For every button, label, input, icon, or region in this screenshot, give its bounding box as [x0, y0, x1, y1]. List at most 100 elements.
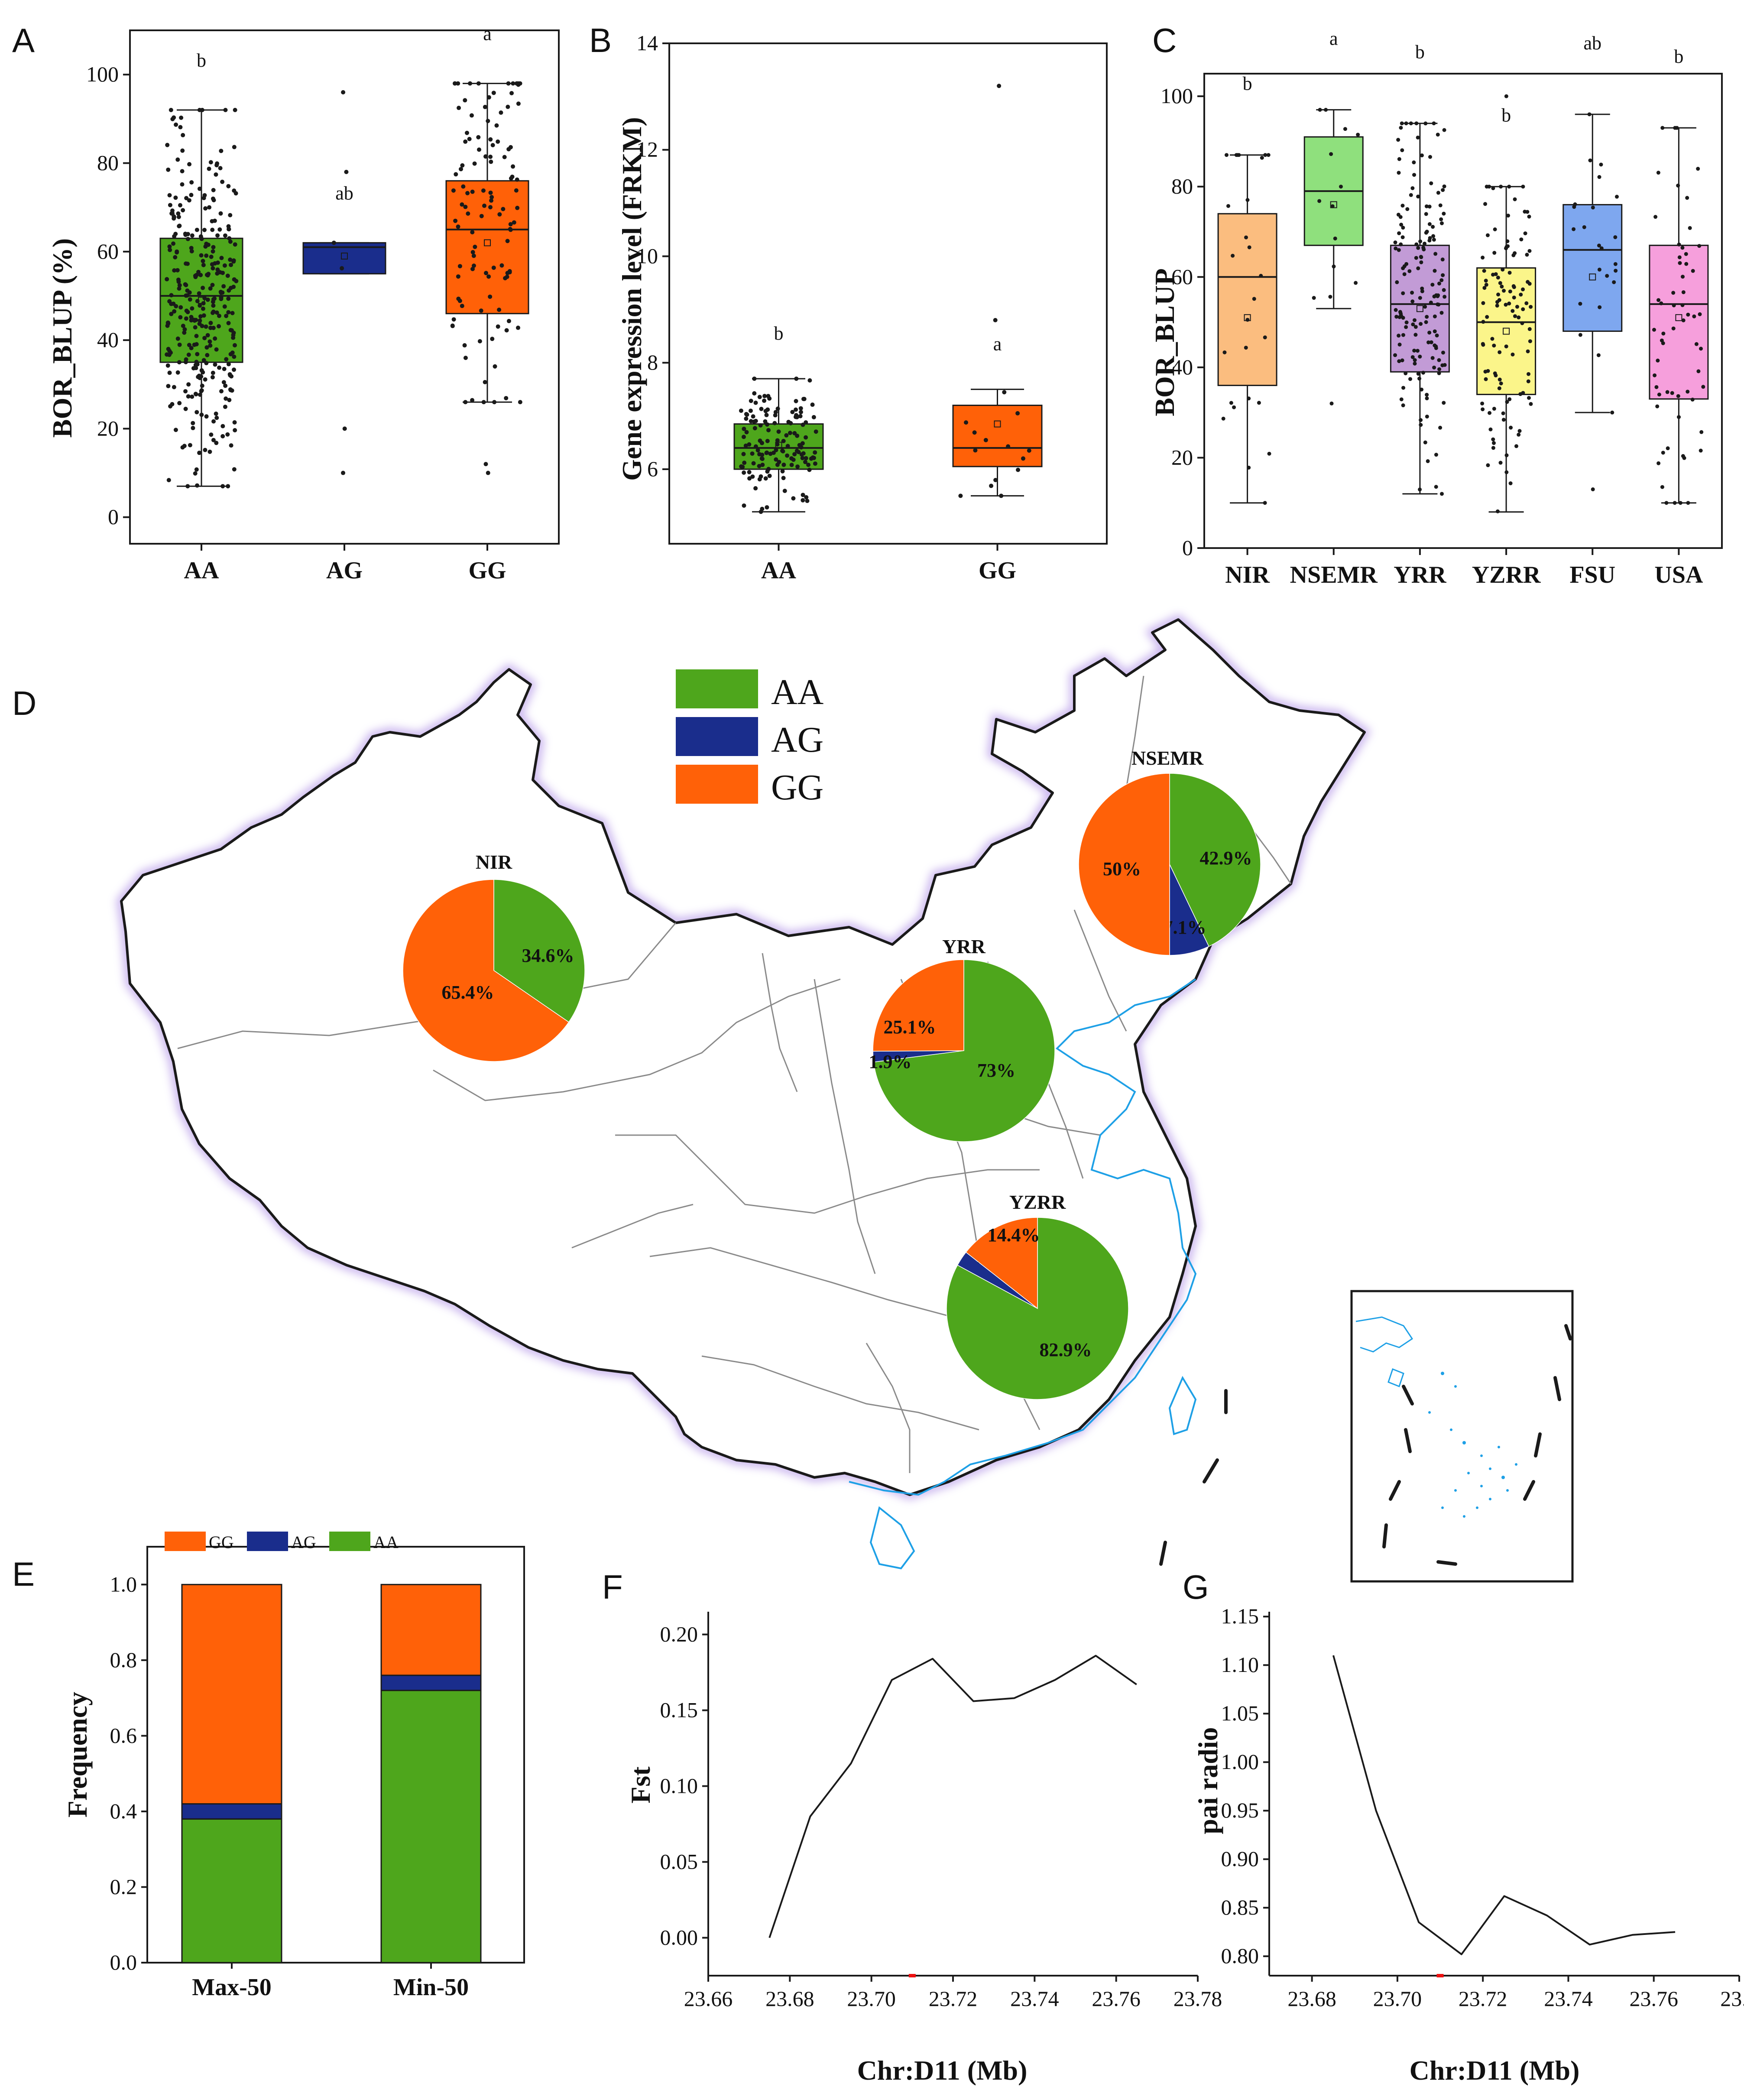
map-legend: AA AG GG [676, 669, 824, 808]
data-point [459, 167, 464, 172]
x-tick-label: 23.72 [1459, 1986, 1507, 2011]
data-point [1527, 327, 1532, 331]
panel-g-line: pai radio Chr:D11 (Mb) 0.80 0.85 0.90 0.95 1… [1193, 1604, 1744, 2086]
bar-segment-Min-50-GG [380, 1584, 482, 1676]
data-point [224, 396, 228, 401]
data-point [1427, 331, 1432, 335]
data-point [1318, 107, 1322, 112]
x-tick-label: GG [468, 557, 506, 584]
data-point [476, 81, 481, 86]
data-point [195, 299, 200, 304]
data-point [1491, 441, 1496, 445]
data-point [165, 277, 169, 282]
pie-label: 1.9% [869, 1051, 912, 1072]
data-point [1507, 270, 1512, 275]
data-point [757, 464, 762, 468]
data-point [1484, 282, 1488, 287]
data-point [1413, 358, 1417, 362]
data-point [1395, 280, 1399, 284]
data-point [222, 263, 227, 268]
data-point [1684, 252, 1688, 256]
data-point [1688, 226, 1692, 230]
data-point [1659, 301, 1663, 305]
data-point [222, 304, 227, 309]
y-tick-label: 0 [108, 505, 119, 529]
data-point [801, 422, 805, 427]
data-point [214, 310, 219, 315]
data-point [505, 239, 510, 243]
data-point [1610, 410, 1614, 415]
data-point [483, 104, 487, 109]
data-point [466, 211, 470, 216]
data-point [465, 191, 470, 195]
data-point [1329, 152, 1333, 156]
data-point [1527, 282, 1532, 286]
data-point [1694, 342, 1699, 346]
data-point [207, 339, 212, 344]
y-tick-label: 1.00 [1221, 1749, 1259, 1774]
data-point [167, 193, 172, 198]
data-point [791, 496, 796, 501]
significance-letter: b [1243, 73, 1252, 94]
data-point [175, 268, 180, 273]
data-point [189, 318, 194, 323]
pie-slice-NIR-GG [402, 879, 569, 1062]
data-point [1499, 381, 1503, 386]
data-point [1393, 240, 1397, 245]
data-point [1426, 459, 1430, 463]
data-point [755, 448, 760, 453]
legend-label: GG [209, 1532, 234, 1552]
data-point [747, 442, 752, 447]
data-point [1428, 155, 1432, 159]
data-point [749, 399, 753, 403]
data-point [1427, 222, 1432, 226]
data-point [774, 457, 778, 462]
data-point [753, 400, 758, 405]
data-point [178, 125, 183, 130]
x-tick-label: AG [326, 557, 363, 584]
x-tick-label: 23.70 [1373, 1986, 1422, 2011]
data-point [1419, 418, 1423, 422]
data-point [1232, 405, 1236, 409]
data-point [1412, 173, 1417, 177]
data-point [172, 268, 177, 273]
bar-segment-Max-50-GG [181, 1584, 282, 1805]
data-point [201, 370, 205, 375]
data-point [463, 355, 468, 360]
data-point [214, 172, 218, 177]
data-point [1670, 391, 1674, 395]
data-point [1652, 328, 1656, 332]
data-point [1671, 291, 1676, 295]
data-point [1416, 372, 1420, 376]
data-point [742, 470, 746, 475]
data-point [1578, 302, 1582, 306]
data-point [806, 462, 811, 467]
data-point [183, 406, 188, 411]
data-point [752, 377, 757, 381]
data-point [211, 245, 216, 250]
data-point [178, 203, 182, 208]
data-point [1527, 214, 1531, 219]
data-point [1440, 257, 1445, 262]
data-point [488, 294, 493, 299]
data-point [226, 484, 230, 489]
data-point [201, 306, 205, 311]
data-point [194, 467, 199, 472]
data-point [516, 101, 521, 106]
data-point [1506, 214, 1510, 218]
data-point [1508, 481, 1513, 486]
data-point [221, 284, 226, 289]
data-point [1396, 138, 1400, 142]
data-point [1496, 276, 1500, 280]
data-point [772, 421, 777, 425]
data-point [180, 169, 185, 174]
data-point [470, 230, 475, 234]
data-point [1501, 267, 1505, 272]
data-point [1498, 377, 1502, 382]
data-point [742, 461, 747, 465]
y-tick-label: 0.00 [660, 1925, 698, 1950]
data-point [199, 237, 204, 241]
data-point [1680, 303, 1685, 307]
data-point [1414, 242, 1419, 247]
data-point [1324, 107, 1328, 112]
